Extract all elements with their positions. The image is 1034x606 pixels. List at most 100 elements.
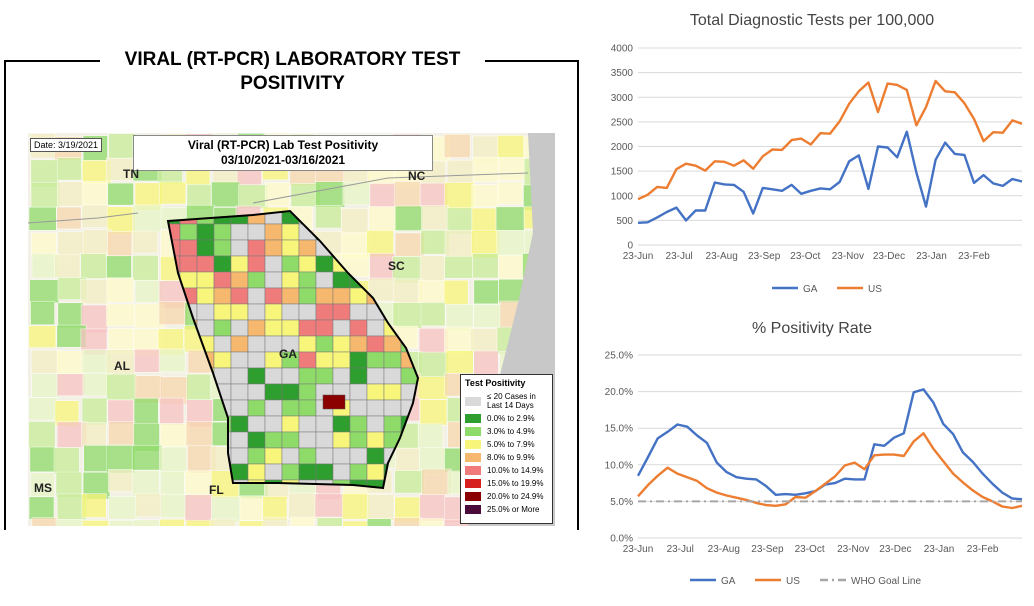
county-patch: [211, 496, 242, 523]
legend-entry: US: [868, 284, 882, 295]
ga-county: [230, 447, 249, 465]
county-patch: [238, 184, 269, 210]
county-patch: [392, 302, 423, 329]
county-patch: [28, 496, 55, 520]
county-patch: [394, 232, 425, 257]
county-patch: [159, 470, 185, 496]
ga-county: [230, 351, 249, 369]
ga-county: [315, 447, 334, 465]
series-line: [637, 130, 1023, 224]
ga-county: [315, 431, 334, 449]
x-tick-label: 23-Sep: [751, 544, 784, 555]
ga-county: [298, 335, 317, 353]
ga-county: [264, 383, 283, 401]
county-patch: [186, 373, 212, 401]
county-patch: [83, 444, 109, 472]
county-patch: [262, 517, 288, 526]
ga-county: [332, 447, 351, 465]
county-patch: [419, 399, 448, 426]
county-patch: [368, 206, 398, 232]
county-patch: [105, 349, 136, 376]
ga-county: [298, 447, 317, 465]
ga-county: [298, 351, 317, 369]
county-patch: [57, 181, 84, 207]
legend-swatch: [465, 505, 481, 514]
county-patch: [108, 495, 139, 520]
x-tick-label: 23-Oct: [795, 544, 825, 555]
ga-county: [230, 287, 249, 305]
ga-county: [230, 319, 249, 337]
y-tick-label: 0: [627, 241, 633, 252]
state-label-nc: NC: [408, 169, 426, 183]
ga-county: [247, 255, 266, 273]
county-patch: [471, 207, 497, 233]
legend-swatch: [465, 427, 481, 436]
ga-county: [349, 303, 368, 321]
county-patch: [340, 207, 369, 234]
map-title: VIRAL (RT-PCR) LABORATORY TEST POSITIVIT…: [100, 48, 485, 96]
ga-county: [264, 239, 283, 257]
ga-county: [366, 431, 385, 449]
ga-county: [179, 239, 198, 257]
ga-county: [281, 223, 300, 241]
county-patch: [418, 327, 449, 354]
y-tick-label: 3500: [611, 68, 634, 79]
legend-item: 8.0% to 9.9%: [465, 452, 548, 463]
ga-county: [349, 335, 368, 353]
ga-county: [230, 303, 249, 321]
ga-county: [366, 335, 385, 353]
ga-county: [298, 399, 317, 417]
county-patch: [106, 255, 132, 279]
county-patch: [264, 182, 291, 207]
county-patch: [107, 182, 134, 206]
county-patch: [469, 328, 500, 356]
county-patch: [314, 493, 344, 518]
state-label-al: AL: [114, 359, 130, 373]
county-patch: [185, 421, 213, 447]
ga-county: [332, 463, 351, 481]
georgia-positivity-map: Date: 3/19/2021 Viral (RT-PCR) Lab Test …: [28, 133, 555, 526]
ga-county: [264, 271, 283, 289]
ga-county: [264, 255, 283, 273]
county-patch: [55, 518, 84, 526]
county-patch: [443, 279, 469, 306]
ga-county: [383, 367, 402, 385]
county-patch: [238, 520, 266, 526]
county-patch: [342, 520, 369, 526]
ga-county: [332, 303, 351, 321]
county-patch: [57, 302, 84, 328]
county-patch: [134, 348, 161, 373]
county-patch: [53, 447, 80, 475]
ga-county: [281, 447, 300, 465]
state-label-ms: MS: [34, 481, 52, 495]
county-patch: [419, 518, 445, 526]
county-patch: [419, 494, 446, 522]
ga-county: [315, 335, 334, 353]
positivity-chart: % Positivity Rate 0.0% 5.0% 10.0% 15.0% 20.0…: [590, 310, 1034, 601]
county-patch: [57, 231, 88, 257]
county-patch: [418, 351, 449, 379]
state-label-sc: SC: [388, 259, 405, 273]
county-patch: [106, 303, 135, 327]
ga-county: [196, 223, 215, 241]
county-patch: [417, 280, 449, 304]
tests-chart: Total Diagnostic Tests per 100,000 0 500 1…: [590, 0, 1034, 300]
ga-county: [298, 383, 317, 401]
county-patch: [131, 444, 163, 471]
county-patch: [159, 397, 185, 426]
ga-county: [179, 255, 198, 273]
county-patch: [446, 159, 475, 186]
county-patch: [28, 397, 58, 421]
legend-item: ≤ 20 Cases in Last 14 Days: [465, 391, 548, 411]
ga-county: [247, 415, 266, 433]
ga-county: [315, 255, 334, 273]
county-patch: [497, 181, 524, 205]
county-patch: [472, 156, 500, 183]
ga-county: [332, 335, 351, 353]
legend-label: ≤ 20 Cases in Last 14 Days: [487, 392, 536, 410]
ga-county: [349, 319, 368, 337]
county-patch: [316, 517, 343, 526]
x-tick-label: 23-Aug: [706, 251, 738, 262]
ga-county: [349, 463, 368, 481]
x-tick-label: 23-Jun: [623, 544, 654, 555]
